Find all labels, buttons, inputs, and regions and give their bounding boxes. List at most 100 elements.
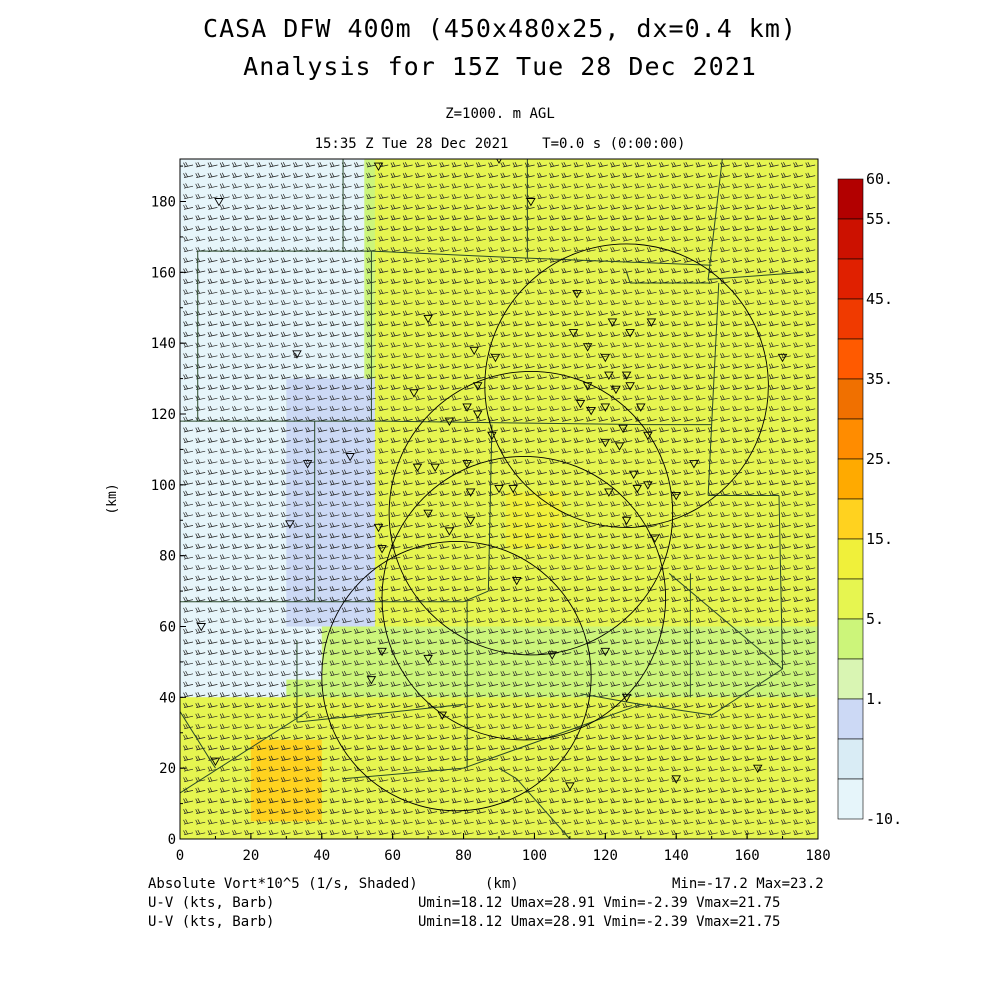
- wind-barb: [390, 225, 401, 231]
- wind-barb: [805, 204, 816, 210]
- wind-barb: [256, 257, 267, 263]
- wind-barb: [756, 246, 767, 253]
- wind-barb: [634, 342, 645, 348]
- wind-barb: [414, 204, 425, 210]
- wind-barb: [805, 172, 816, 178]
- wind-barb: [561, 405, 572, 412]
- y-tick-label: 0: [168, 832, 176, 848]
- wind-barb: [683, 204, 694, 210]
- wind-barb: [768, 543, 779, 549]
- wind-barb: [512, 246, 523, 253]
- wind-barb: [561, 427, 572, 433]
- wind-barb: [219, 172, 230, 178]
- wind-barb: [451, 374, 462, 380]
- wind-barb: [610, 554, 621, 560]
- wind-barb: [451, 225, 462, 231]
- wind-barb: [549, 490, 560, 496]
- wind-barb: [768, 448, 779, 454]
- wind-barb: [341, 427, 352, 433]
- wind-barb: [732, 278, 743, 284]
- y-tick-label: 60: [159, 620, 176, 636]
- wind-barb: [231, 193, 242, 200]
- wind-barb: [683, 480, 694, 486]
- wind-barb: [439, 437, 450, 443]
- wind-barb: [512, 236, 523, 242]
- wind-barb: [597, 533, 608, 539]
- wind-barb: [366, 522, 377, 528]
- wind-barb: [768, 480, 779, 486]
- wind-barb: [341, 522, 352, 528]
- wind-barb: [305, 236, 316, 242]
- wind-barb: [475, 522, 486, 528]
- wind-barb: [561, 543, 572, 549]
- wind-barb: [439, 236, 450, 242]
- wind-barb: [341, 310, 352, 316]
- wind-barb: [439, 490, 450, 496]
- wind-barb: [353, 458, 364, 465]
- wind-barb: [536, 278, 547, 284]
- wind-barb: [683, 268, 694, 274]
- wind-barb: [244, 172, 255, 178]
- wind-barb: [597, 490, 608, 496]
- barb-variable-label-1: U-V (kts, Barb): [148, 895, 275, 911]
- wind-barb: [475, 374, 486, 380]
- wind-barb: [183, 522, 194, 528]
- wind-barb: [317, 511, 328, 518]
- wind-barb: [341, 469, 352, 475]
- wind-barb: [585, 511, 596, 518]
- wind-barb: [549, 310, 560, 316]
- wind-barb: [256, 310, 267, 316]
- wind-barb: [610, 469, 621, 475]
- wind-barb: [597, 162, 608, 168]
- wind-barb: [793, 522, 804, 528]
- wind-barb: [268, 564, 279, 571]
- wind-barb: [780, 183, 791, 189]
- wind-barb: [536, 172, 547, 178]
- wind-barb: [549, 564, 560, 571]
- wind-barb: [390, 299, 401, 306]
- wind-barb: [597, 215, 608, 221]
- wind-barb: [378, 321, 389, 327]
- wind-barb: [634, 480, 645, 486]
- wind-barb: [500, 543, 511, 549]
- wind-barb: [549, 321, 560, 327]
- wind-barb: [475, 278, 486, 284]
- wind-barb: [268, 289, 279, 295]
- wind-barb: [732, 342, 743, 348]
- wind-barb: [500, 278, 511, 284]
- wind-barb: [463, 257, 474, 263]
- wind-barb: [512, 289, 523, 295]
- wind-barb: [622, 458, 633, 465]
- wind-barb: [768, 405, 779, 412]
- wind-barb: [549, 384, 560, 390]
- wind-barb: [317, 564, 328, 571]
- wind-barb: [427, 236, 438, 242]
- wind-barb: [353, 236, 364, 242]
- wind-barb: [658, 480, 669, 486]
- wind-barb: [280, 193, 291, 200]
- wind-barb: [683, 310, 694, 316]
- wind-barb: [183, 331, 194, 337]
- wind-barb: [244, 533, 255, 539]
- wind-barb: [439, 310, 450, 316]
- wind-barb: [329, 278, 340, 284]
- wind-barb: [780, 236, 791, 242]
- wind-barb: [414, 278, 425, 284]
- wind-barb: [183, 374, 194, 380]
- wind-barb: [756, 543, 767, 549]
- wind-barb: [268, 427, 279, 433]
- wind-barb: [317, 289, 328, 295]
- wind-barb: [500, 458, 511, 465]
- wind-barb: [280, 458, 291, 465]
- wind-barb: [780, 289, 791, 295]
- wind-barb: [402, 384, 413, 390]
- wind-barb: [683, 522, 694, 528]
- wind-barb: [427, 374, 438, 380]
- wind-barb: [610, 533, 621, 539]
- wind-barb: [427, 246, 438, 253]
- wind-barb: [231, 310, 242, 316]
- wind-barb: [646, 469, 657, 475]
- wind-barb: [707, 554, 718, 560]
- wind-barb: [463, 183, 474, 189]
- wind-barb: [768, 395, 779, 401]
